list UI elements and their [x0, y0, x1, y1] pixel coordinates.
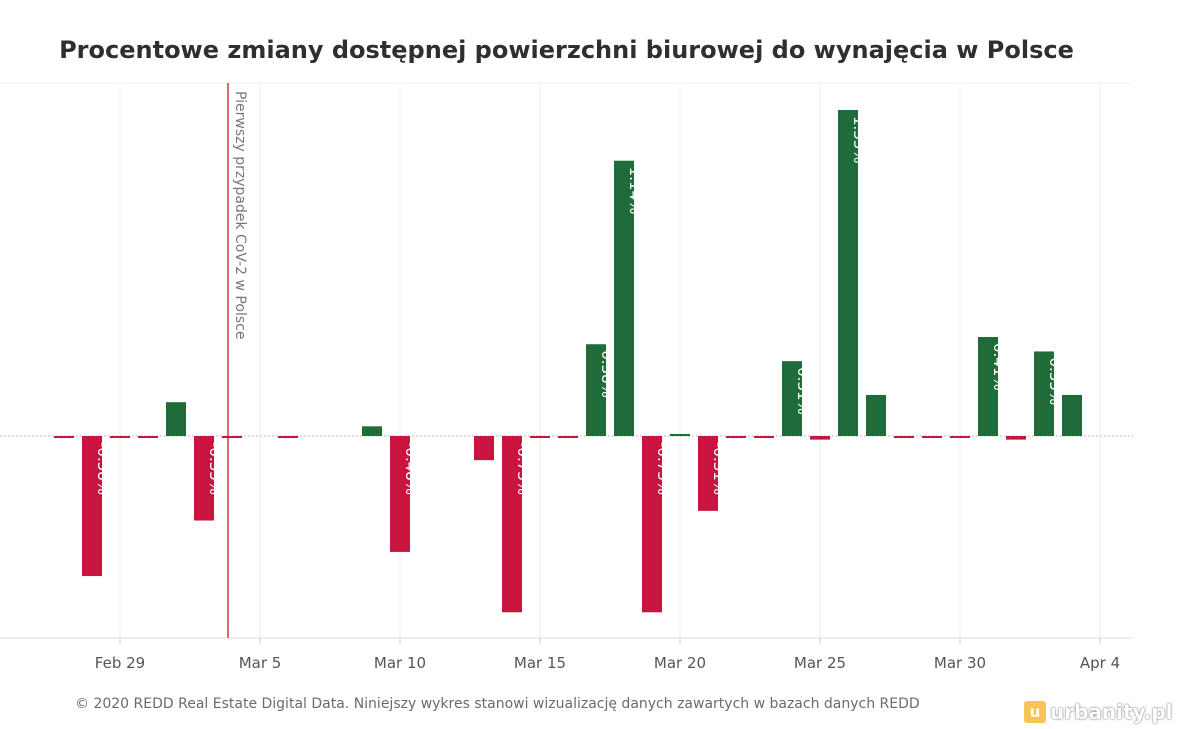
x-tick-label-5: Mar 25: [794, 654, 846, 672]
copyright-footer: © 2020 REDD Real Estate Digital Data. Ni…: [75, 696, 920, 712]
bar-2020-03-03: [194, 436, 214, 521]
bar-2020-03-25: [810, 436, 830, 440]
data-label-2020-03-31: 0.41%: [990, 343, 1008, 391]
data-label-2020-03-18: 1.14%: [626, 167, 644, 215]
bar-2020-02-29: [110, 436, 130, 438]
data-label-2020-03-14: -0.73%: [514, 442, 532, 495]
chart-title: Procentowe zmiany dostępnej powierzchni …: [59, 36, 1074, 64]
data-label-2020-04-02: 0.35%: [1046, 357, 1064, 405]
watermark: u urbanity.pl: [1024, 700, 1173, 724]
bar-2020-03-22: [726, 436, 746, 438]
data-label-2020-03-24: 0.31%: [794, 367, 812, 415]
bar-2020-03-13: [474, 436, 494, 461]
data-label-2020-03-19: -0.73%: [654, 442, 672, 495]
watermark-text: urbanity.pl: [1050, 700, 1173, 724]
bar-2020-03-14: [502, 436, 522, 613]
bar-2020-03-24: [782, 361, 802, 436]
bar-2020-03-23: [754, 436, 774, 438]
bar-2020-03-17: [586, 344, 606, 436]
bar-2020-03-01: [138, 436, 158, 438]
bar-2020-02-27: [54, 436, 74, 438]
data-label-2020-03-21: -0.31%: [710, 442, 728, 495]
data-label-2020-03-03: -0.35%: [206, 442, 224, 495]
bar-2020-03-15: [530, 436, 550, 438]
x-tick-label-1: Mar 5: [239, 654, 282, 672]
bar-2020-03-20: [670, 434, 690, 436]
bar-chart: Feb 29 Mar 5 Mar 10 Mar 15 Mar 20 Mar 25 Mar 3…: [0, 82, 1133, 672]
bar-2020-03-26: [838, 110, 858, 436]
bar-2020-03-19: [642, 436, 662, 613]
x-tick-label-7: Apr 4: [1080, 654, 1120, 672]
bar-2020-03-28: [894, 436, 914, 438]
bar-2020-03-27: [866, 394, 886, 436]
bar-2020-03-21: [698, 436, 718, 511]
bar-2020-04-02: [1034, 351, 1054, 436]
bar-2020-04-03: [1062, 394, 1082, 436]
bar-2020-03-02: [166, 402, 186, 436]
bar-2020-03-31: [978, 336, 998, 436]
data-label-2020-03-17: 0.38%: [598, 350, 616, 398]
annotation-label: Pierwszy przypadek CoV-2 w Polsce: [232, 91, 248, 339]
data-label-2020-03-26: 1.35%: [850, 116, 868, 164]
bar-2020-03-06: [278, 436, 298, 438]
x-tick-label-0: Feb 29: [95, 654, 145, 672]
x-tick-label-6: Mar 30: [934, 654, 986, 672]
bar-2020-03-16: [558, 436, 578, 438]
data-label-2020-03-10: -0.48%: [402, 442, 420, 495]
bar-2020-03-09: [362, 426, 382, 436]
urbanity-logo-icon: u: [1024, 701, 1046, 723]
bar-2020-03-29: [922, 436, 942, 438]
bar-2020-04-01: [1006, 436, 1026, 440]
x-tick-label-4: Mar 20: [654, 654, 706, 672]
x-tick-label-2: Mar 10: [374, 654, 426, 672]
x-tick-label-3: Mar 15: [514, 654, 566, 672]
bar-2020-03-10: [390, 436, 410, 552]
data-label-2020-02-28: -0.58%: [94, 442, 112, 495]
bar-2020-03-18: [614, 160, 634, 436]
bar-2020-03-30: [950, 436, 970, 438]
bar-2020-03-04: [222, 436, 242, 438]
bar-2020-02-28: [82, 436, 102, 577]
